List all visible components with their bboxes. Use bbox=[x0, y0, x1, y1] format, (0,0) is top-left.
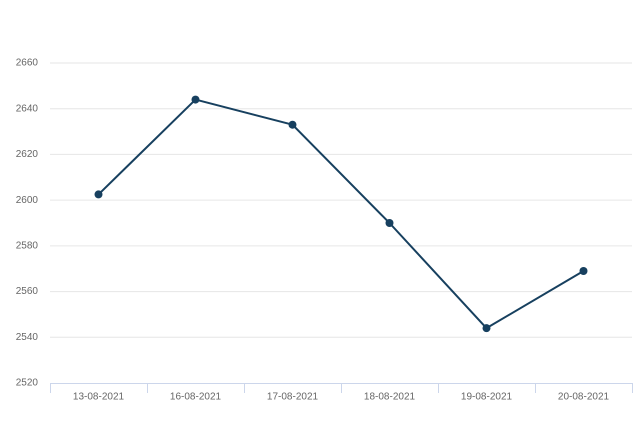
point bbox=[385, 219, 394, 227]
y-tick-label: 2560 bbox=[16, 286, 39, 297]
point bbox=[191, 95, 200, 104]
x-tick-label: 20-08-2021 bbox=[558, 392, 610, 403]
y-tick-label: 2520 bbox=[16, 378, 39, 389]
point bbox=[288, 120, 297, 129]
x-tick-label: 16-08-2021 bbox=[170, 392, 222, 403]
y-tick-label: 2620 bbox=[16, 149, 39, 160]
x-tick-label: 19-08-2021 bbox=[461, 392, 513, 403]
point bbox=[482, 324, 491, 333]
y-tick-label: 2580 bbox=[16, 240, 39, 251]
x-tick-label: 18-08-2021 bbox=[364, 392, 416, 403]
x-tick-label: 13-08-2021 bbox=[73, 392, 125, 403]
point bbox=[94, 190, 103, 199]
y-tick-label: 2640 bbox=[16, 103, 39, 114]
y-tick-label: 2600 bbox=[16, 195, 39, 206]
x-tick-label: 17-08-2021 bbox=[267, 392, 319, 403]
y-tick-label: 2540 bbox=[16, 332, 39, 343]
point bbox=[579, 267, 588, 275]
line bbox=[97, 98, 585, 330]
y-tick-label: 2660 bbox=[16, 58, 39, 69]
